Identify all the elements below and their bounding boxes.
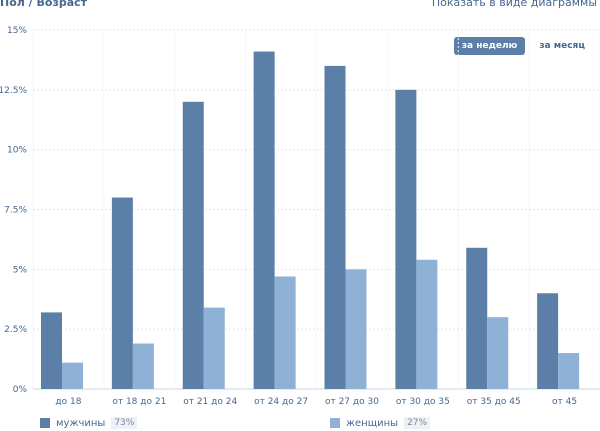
- bar-women[interactable]: [62, 362, 83, 389]
- x-tick-label: от 24 до 27: [254, 397, 308, 407]
- x-tick-label: до 18: [55, 397, 81, 407]
- x-tick-label: от 21 до 24: [183, 397, 237, 407]
- bar-men[interactable]: [324, 65, 346, 390]
- show-diagram-link[interactable]: Показать в виде диаграммы: [431, 0, 597, 9]
- legend-label-men: мужчины: [56, 417, 106, 429]
- legend-swatch-women: [330, 418, 340, 428]
- bar-chart: 0% 2.5% 5% 7.5% 10% 12.5% 15% до 18 от 18 до 21…: [0, 26, 600, 407]
- bar-women[interactable]: [416, 259, 438, 389]
- period-switch: за неделю за месяц: [453, 37, 593, 55]
- bar-women[interactable]: [132, 343, 154, 389]
- x-tick-label: от 35 до 45: [467, 397, 521, 407]
- bar-women[interactable]: [558, 353, 580, 389]
- bar-women[interactable]: [274, 276, 296, 389]
- bar-men[interactable]: [41, 312, 62, 389]
- y-tick-label: 0%: [13, 385, 28, 395]
- month-button[interactable]: за месяц: [539, 41, 585, 51]
- x-axis: до 18 от 18 до 21 от 21 до 24 от 24 до 27 от…: [55, 397, 577, 407]
- y-tick-label: 12.5%: [0, 86, 27, 96]
- legend-percent-women: 27%: [404, 417, 431, 429]
- week-button[interactable]: за неделю: [453, 37, 526, 55]
- chart-bars: [41, 51, 580, 390]
- y-tick-label: 7.5%: [4, 206, 27, 216]
- bar-women[interactable]: [487, 317, 509, 389]
- bar-men[interactable]: [466, 247, 488, 389]
- x-tick-label: от 18 до 21: [112, 397, 166, 407]
- legend-item-women: женщины 27%: [330, 417, 431, 429]
- bar-men[interactable]: [395, 89, 417, 389]
- bar-men[interactable]: [253, 51, 275, 389]
- bar-men[interactable]: [182, 101, 204, 390]
- x-tick-label: от 45: [552, 397, 577, 407]
- y-tick-label: 5%: [13, 265, 28, 275]
- bar-men[interactable]: [111, 197, 133, 389]
- bar-women[interactable]: [203, 307, 225, 389]
- legend-swatch-men: [40, 418, 50, 428]
- x-tick-label: от 30 до 35: [396, 397, 450, 407]
- legend-label-women: женщины: [346, 417, 399, 429]
- y-tick-label: 15%: [7, 26, 27, 36]
- legend: мужчины 73% женщины 27%: [0, 417, 600, 431]
- legend-percent-men: 73%: [111, 417, 138, 429]
- y-tick-label: 10%: [7, 146, 27, 156]
- legend-item-men: мужчины 73%: [40, 417, 138, 429]
- bar-women[interactable]: [345, 269, 367, 389]
- y-tick-label: 2.5%: [4, 325, 27, 335]
- x-tick-label: от 27 до 30: [325, 397, 379, 407]
- page-title: Пол / Возраст: [0, 0, 88, 9]
- bar-men[interactable]: [537, 293, 559, 389]
- y-axis: 0% 2.5% 5% 7.5% 10% 12.5% 15%: [0, 26, 27, 395]
